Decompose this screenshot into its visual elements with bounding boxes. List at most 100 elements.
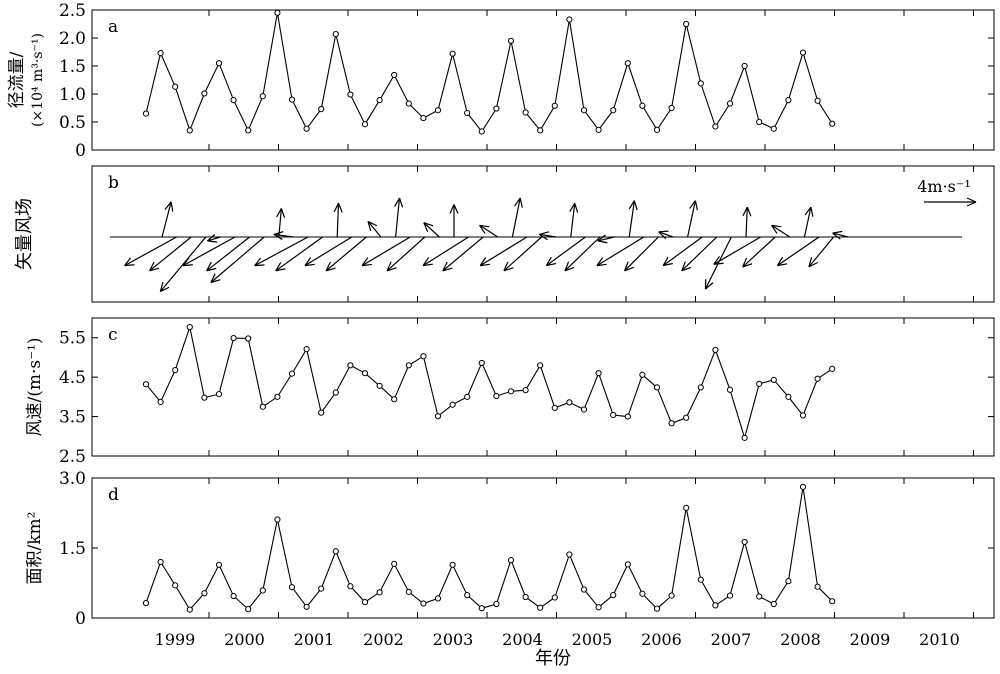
- wind-vector: [832, 230, 849, 240]
- wind-vector: [771, 224, 791, 238]
- data-point: [551, 404, 558, 411]
- data-point: [610, 107, 617, 114]
- wind-vector: [564, 236, 601, 272]
- x-tick-label: 2004: [502, 630, 543, 649]
- data-point: [332, 30, 339, 38]
- wind-vector: [449, 204, 459, 237]
- data-point: [756, 118, 763, 126]
- data-point: [537, 127, 544, 134]
- data-point: [405, 588, 412, 595]
- wind-vector: [704, 236, 732, 290]
- panel-c-ylabel: 风速/(m·s⁻¹): [25, 337, 45, 436]
- data-point: [449, 561, 456, 568]
- data-point: [785, 393, 792, 400]
- data-point: [391, 396, 398, 403]
- data-point: [726, 100, 734, 107]
- axis-ticks: 0 0.5 1.0 1.5 2.0 2.5 2.5 3.5 4.5 5.5 0 1.5 3.0: [59, 1, 994, 629]
- data-point: [756, 593, 763, 600]
- data-point: [215, 390, 223, 398]
- data-point: [624, 561, 631, 568]
- data-point: [624, 60, 631, 67]
- wind-vector: [687, 200, 699, 238]
- y-tick-label: 1.5: [59, 57, 86, 77]
- x-axis-title: 年份: [535, 648, 571, 669]
- data-point: [288, 584, 296, 591]
- wind-vector: [304, 236, 353, 267]
- data-point: [814, 583, 821, 590]
- data-point: [610, 592, 617, 599]
- data-point: [566, 16, 573, 23]
- wind-vector: [161, 201, 174, 238]
- data-point: [288, 96, 296, 103]
- y-tick-label: 2.0: [59, 29, 86, 49]
- data-point: [347, 583, 354, 590]
- data-point: [697, 80, 704, 87]
- data-point: [537, 604, 544, 611]
- wind-vector: [596, 236, 645, 267]
- panel-a-label: a: [108, 17, 118, 37]
- data-point: [829, 120, 836, 127]
- wind-vector: [367, 220, 382, 238]
- data-point: [653, 605, 661, 612]
- panel-b-frame: [91, 165, 995, 303]
- y-tick-label: 0: [75, 609, 86, 629]
- x-tick-label: 2001: [294, 630, 335, 649]
- wind-vector: [803, 206, 814, 238]
- wind-vector: [511, 197, 523, 238]
- data-point: [376, 382, 383, 389]
- vector-scale-arrow: [924, 197, 977, 207]
- data-point: [318, 409, 325, 416]
- wind-vector: [207, 234, 221, 243]
- data-point: [318, 106, 325, 113]
- data-point: [259, 93, 266, 100]
- data-point: [595, 126, 602, 133]
- data-point: [215, 561, 223, 568]
- data-point: [186, 127, 193, 134]
- data-point: [741, 538, 748, 546]
- data-point: [785, 578, 792, 585]
- wind-vector: [742, 206, 752, 238]
- series-line-a: [145, 12, 833, 133]
- wind-vector: [742, 236, 776, 268]
- data-point: [391, 71, 398, 79]
- x-tick-label: 1999: [155, 630, 196, 649]
- data-point: [347, 91, 354, 98]
- data-point: [376, 97, 383, 104]
- data-point: [303, 603, 310, 610]
- data-point: [420, 114, 427, 122]
- panel-a-ylabel-line2: (×10⁴ m³·s⁻¹): [30, 33, 46, 127]
- wind-vector: [182, 236, 236, 267]
- wind-vector: [479, 236, 528, 267]
- data-point: [653, 126, 661, 133]
- data-point: [186, 323, 193, 331]
- x-tick-label: 2002: [363, 630, 404, 649]
- wind-vector: [423, 222, 440, 238]
- data-point: [245, 606, 252, 613]
- data-point: [507, 388, 515, 395]
- data-point: [259, 403, 266, 410]
- data-point: [829, 598, 836, 605]
- data-point: [610, 411, 617, 419]
- data-point: [507, 37, 515, 44]
- wind-vector: [394, 197, 404, 238]
- data-point: [186, 606, 193, 613]
- data-point: [288, 370, 296, 377]
- y-tick-label: 1.5: [59, 539, 86, 559]
- data-point: [303, 346, 310, 353]
- wind-vector: [273, 231, 294, 241]
- panel-b-ylabel: 矢量风场: [14, 198, 35, 270]
- data-point: [142, 381, 150, 388]
- data-point: [361, 370, 369, 377]
- data-point: [814, 375, 821, 382]
- data-point: [580, 107, 588, 114]
- data-point: [829, 365, 836, 372]
- data-point: [668, 104, 675, 112]
- x-tick-label: 2007: [711, 630, 752, 649]
- wind-vector: [149, 236, 192, 272]
- y-tick-label: 0: [75, 141, 86, 161]
- data-point: [405, 100, 412, 107]
- data-point: [303, 125, 310, 132]
- wind-vector: [713, 236, 761, 265]
- vector-scale-label: 4m·s⁻¹: [917, 177, 971, 196]
- x-tick-label: 2009: [850, 630, 891, 649]
